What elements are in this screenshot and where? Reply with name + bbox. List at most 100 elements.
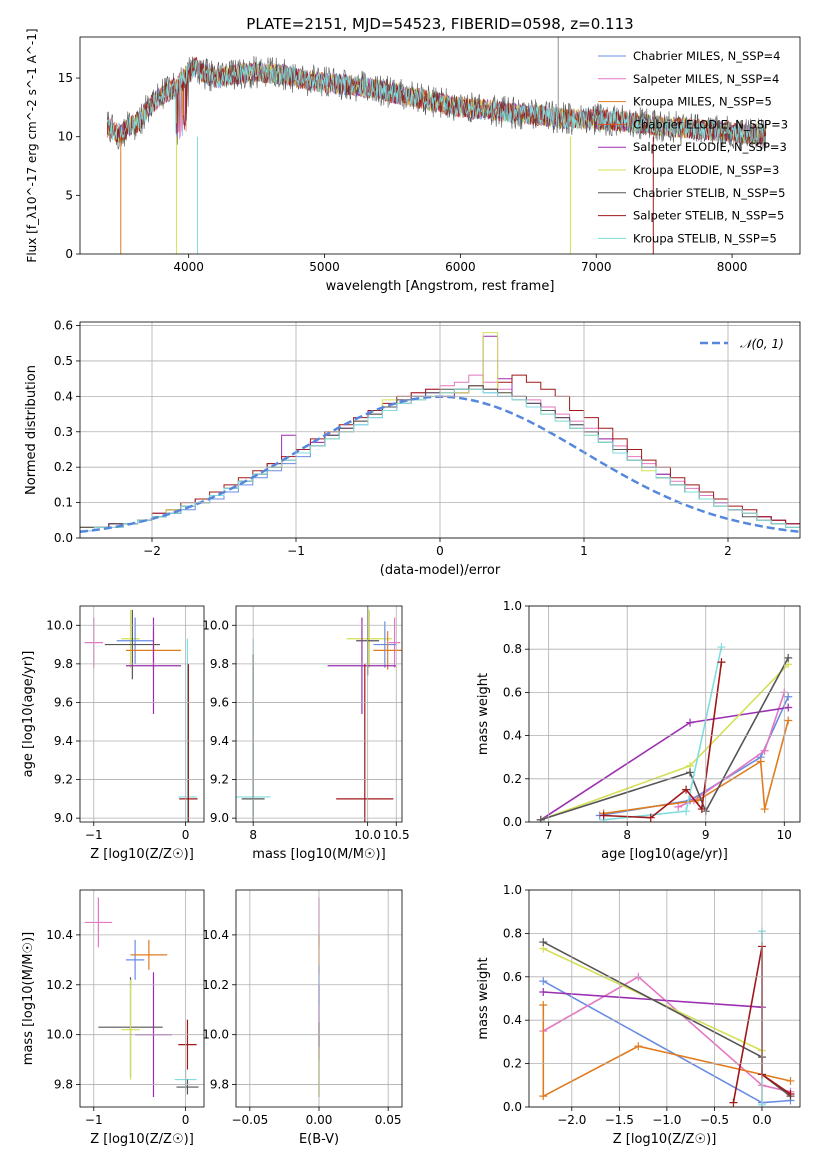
y-tick-label: 9.0	[210, 811, 229, 825]
y-tick-label: 10.0	[202, 618, 229, 632]
spectrum-line	[106, 55, 767, 152]
y-tick-label: 9.0	[54, 811, 73, 825]
series-marker	[539, 938, 548, 947]
y-tick-label: 10.4	[202, 928, 229, 942]
data-point	[176, 1079, 199, 1095]
x-tick-label: 8	[249, 828, 257, 842]
legend-label: 𝒩(0, 1)	[740, 337, 784, 351]
series-marker	[729, 1098, 738, 1107]
axes-frame	[79, 605, 205, 823]
y-tick-label: 9.2	[210, 773, 229, 787]
x-axis-label: Z [log10(Z/Z☉)]	[90, 1132, 194, 1147]
chart-4: 7 8 9 10 0.0 0.2 0.4 0.6 0.8 1.0 age [log10(age/yr…	[476, 599, 801, 862]
chart-7: −2.0 −1.5 −1.0 −0.5 0.0 0.0 0.2 0.4 0.6 0.8 1.0 Z […	[476, 883, 801, 1147]
series-marker	[646, 813, 655, 822]
y-tick-label: 9.8	[210, 657, 229, 671]
x-tick-label: 2	[724, 544, 732, 558]
y-tick-label: 0.8	[503, 642, 522, 656]
data-point	[373, 631, 402, 670]
x-tick-label: 8	[623, 828, 631, 842]
x-tick-label: −1	[85, 828, 103, 842]
series-line	[542, 975, 791, 1093]
y-tick-label: 0.6	[54, 319, 73, 333]
y-tick-label: 9.8	[54, 1078, 73, 1092]
y-tick-label: 0.6	[503, 685, 522, 699]
y-tick-label: 0.1	[54, 496, 73, 510]
x-axis-label: E(B-V)	[299, 1132, 339, 1147]
x-tick-label: 7000	[581, 260, 612, 274]
data-point	[336, 663, 394, 822]
y-tick-label: 1.0	[503, 883, 522, 897]
y-tick-label: 0.6	[503, 970, 522, 984]
chart-5: −1 0 9.8 10.0 10.2 10.4 Z [log10(Z/Z☉)] mass [l…	[21, 889, 205, 1147]
y-tick-label: 0.4	[503, 729, 522, 743]
x-tick-label: 9	[702, 828, 710, 842]
x-tick-label: −1.0	[652, 1113, 681, 1127]
x-tick-label: −1	[287, 544, 305, 558]
y-tick-label: 0.3	[54, 425, 73, 439]
y-axis-label: mass weight	[476, 673, 491, 755]
y-tick-label: 9.2	[54, 773, 73, 787]
y-tick-label: 0.0	[54, 531, 73, 545]
series-marker	[674, 802, 683, 811]
chart-0: PLATE=2151, MJD=54523, FIBERID=0598, z=0…	[25, 15, 801, 294]
y-axis-label: Flux [f_λ10^-17 erg cm^-2 s^-1 A^-1]	[25, 28, 39, 262]
series-marker	[756, 757, 765, 766]
series-marker	[682, 807, 691, 816]
chart-title: PLATE=2151, MJD=54523, FIBERID=0598, z=0…	[246, 15, 633, 33]
data-point	[178, 1019, 197, 1070]
x-tick-label: 4000	[173, 260, 204, 274]
axes-frame	[528, 889, 801, 1108]
x-tick-label: 0	[182, 828, 190, 842]
y-tick-label: 0.4	[503, 1013, 522, 1027]
x-tick-label: 0	[182, 1113, 190, 1127]
y-tick-label: 10.0	[202, 1028, 229, 1042]
plot-area	[106, 37, 767, 254]
data-point	[388, 617, 401, 668]
data-point	[121, 979, 140, 1080]
legend-label: Salpeter ELODIE, N_SSP=3	[633, 140, 787, 154]
x-tick-label: −1.5	[605, 1113, 634, 1127]
series-marker	[784, 653, 793, 662]
series-marker	[760, 746, 769, 755]
x-axis-label: mass [log10(M/M☉)]	[252, 847, 385, 862]
series-marker	[717, 643, 726, 652]
series-line	[677, 692, 786, 808]
series-marker	[686, 718, 695, 727]
y-tick-label: 10.4	[46, 928, 73, 942]
y-tick-label: 0.2	[54, 460, 73, 474]
series-marker	[697, 805, 706, 814]
axes-frame	[528, 605, 801, 823]
x-tick-label: 0.00	[306, 1113, 333, 1127]
spectrum-line	[106, 60, 767, 144]
x-tick-label: 10	[777, 828, 792, 842]
y-tick-label: 9.8	[54, 657, 73, 671]
data-point	[125, 617, 182, 714]
series-marker	[599, 811, 608, 820]
x-axis-label: Z [log10(Z/Z☉)]	[613, 1132, 717, 1147]
axes-frame	[235, 605, 403, 823]
data-point	[125, 939, 145, 980]
series-marker	[784, 716, 793, 725]
series-line	[540, 657, 789, 821]
y-tick-label: 0.2	[503, 772, 522, 786]
y-axis-label: age [log10(age/yr)]	[21, 651, 36, 778]
series-marker	[682, 785, 691, 794]
y-axis-label: mass [log10(M/M☉)]	[21, 932, 36, 1065]
series-marker	[539, 977, 548, 986]
x-tick-label: −2	[143, 544, 161, 558]
y-tick-label: 0.8	[503, 926, 522, 940]
y-tick-label: 0.4	[54, 389, 73, 403]
series-marker	[786, 1089, 795, 1098]
legend-label: Salpeter STELIB, N_SSP=5	[633, 209, 784, 223]
data-point	[130, 939, 168, 970]
legend-label: Kroupa STELIB, N_SSP=5	[633, 231, 777, 245]
y-tick-label: 10.0	[46, 618, 73, 632]
x-tick-label: 8000	[717, 260, 748, 274]
data-point	[104, 609, 160, 680]
axes-frame	[79, 36, 801, 255]
y-tick-label: 0.5	[54, 354, 73, 368]
x-axis-label: Z [log10(Z/Z☉)]	[90, 847, 194, 862]
legend-label: Chabrier MILES, N_SSP=4	[633, 49, 780, 63]
